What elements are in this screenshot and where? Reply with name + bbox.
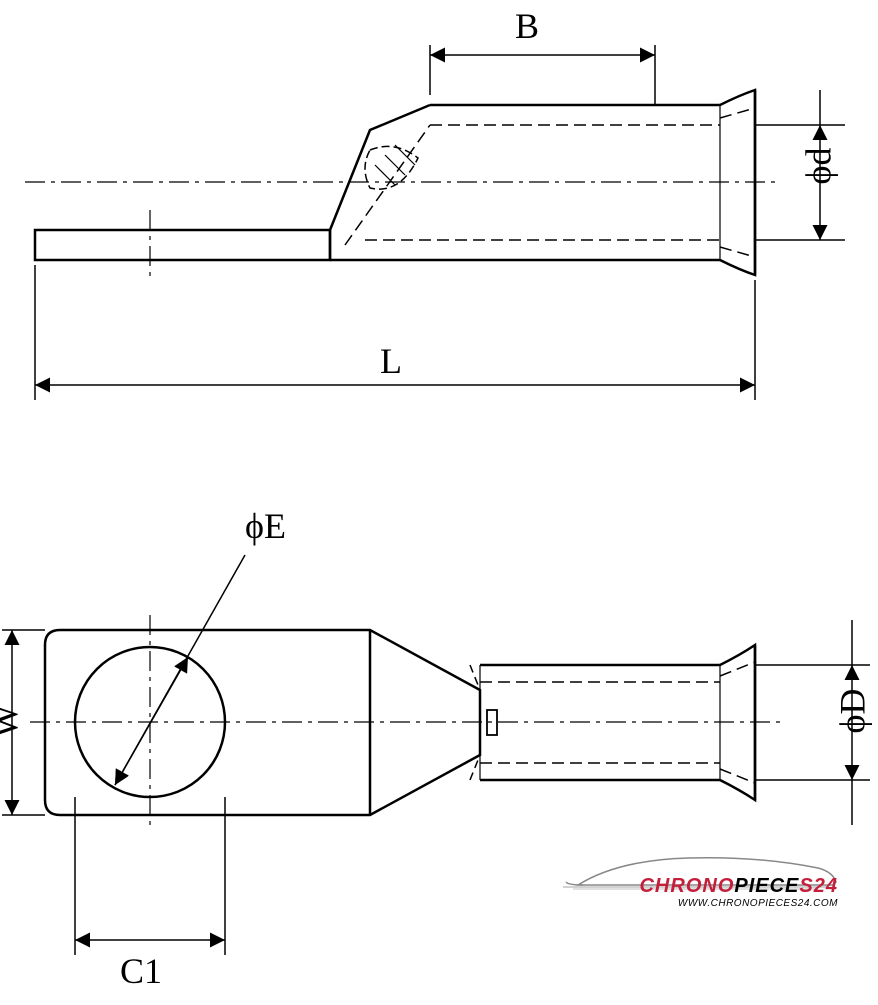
- label-phi-D: ϕD: [831, 689, 873, 734]
- label-phi-E: ϕE: [245, 505, 286, 547]
- brand-url: WWW.CHRONOPIECES24.COM: [678, 898, 838, 909]
- brand-text-s: S: [799, 875, 813, 897]
- label-L: L: [380, 340, 402, 382]
- brand-text-24: 24: [814, 875, 838, 897]
- label-C1: C1: [120, 950, 162, 992]
- brand-text-pieces: PIECE: [734, 875, 799, 897]
- brand-text-chrono: CHRONO: [639, 875, 734, 897]
- label-W: W: [0, 704, 26, 738]
- brand-name: CHRONOPIECES24: [639, 875, 838, 898]
- label-B: B: [515, 5, 539, 47]
- brand-logo: CHRONOPIECES24 WWW.CHRONOPIECES24.COM: [558, 850, 838, 920]
- side-view: [25, 45, 845, 400]
- label-phi-d: ϕd: [797, 148, 839, 185]
